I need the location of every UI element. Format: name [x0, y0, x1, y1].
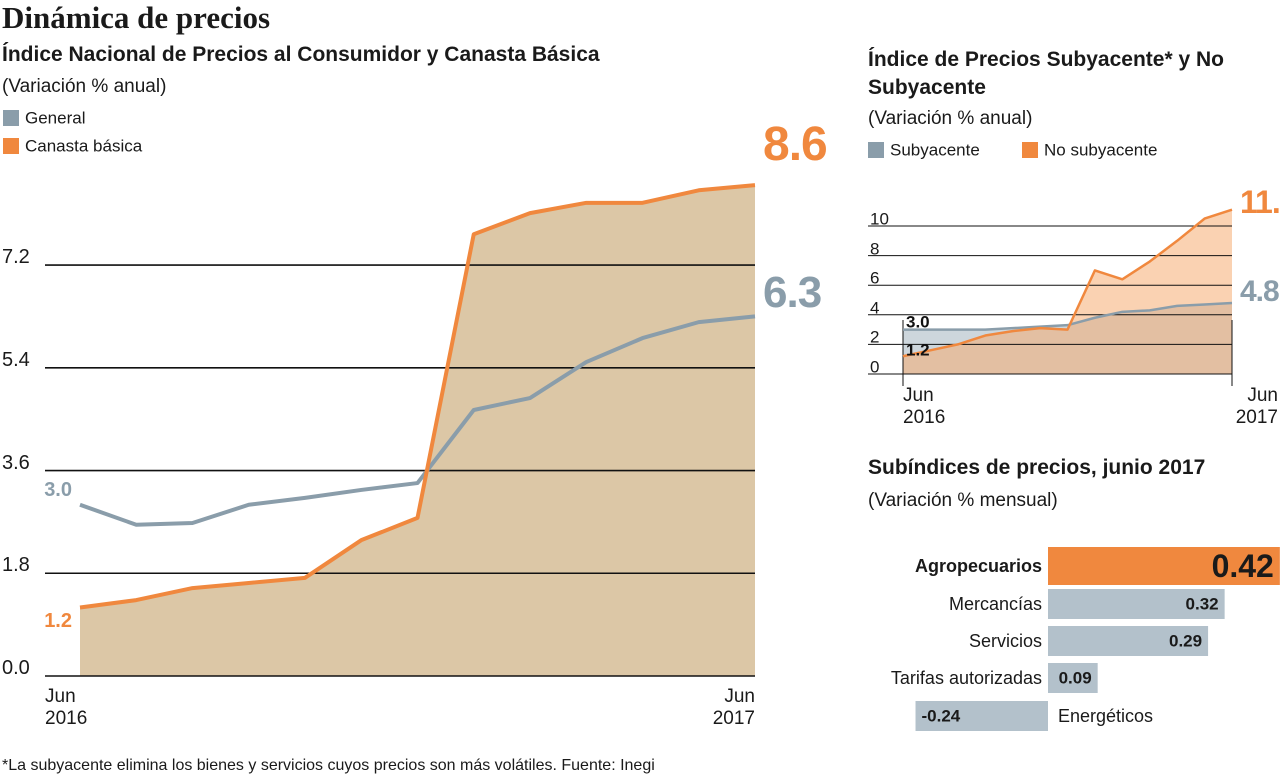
data-label: -0.24 [921, 706, 961, 726]
data-label: 6.3 [763, 268, 822, 318]
series-line [79, 314, 756, 527]
chart-subtitle: (Variación % anual) [868, 108, 1033, 129]
bar [1048, 663, 1098, 693]
category-label: Mercancías [948, 594, 1042, 614]
category-label: Energéticos [1058, 706, 1154, 726]
category-label: Agropecuarios [914, 556, 1042, 576]
chart-subtitle: (Variación % anual) [2, 76, 167, 97]
legend-swatch [1022, 142, 1038, 158]
x-tick-label: Jun 2017 [1235, 385, 1278, 428]
chart-title: Subíndices de precios, junio 2017 [868, 456, 1206, 479]
legend-swatch [868, 142, 884, 158]
x-tick-label: Jun 2017 [712, 686, 755, 729]
chart-title: Índice Nacional de Precios al Consumidor… [2, 43, 600, 66]
x-tick-label: Jun 2016 [45, 686, 88, 729]
bar [1048, 589, 1225, 619]
y-tick-label: 0.0 [2, 657, 30, 679]
y-tick-label: 1.8 [2, 554, 30, 577]
y-tick-label: 0 [870, 357, 880, 377]
y-tick-label: 4 [870, 298, 880, 318]
chart-title: Índice de Precios Subyacente* y No Subya… [868, 48, 1224, 99]
data-label: 4.8 [1240, 274, 1280, 308]
chart-subtitle: (Variación % mensual) [868, 490, 1058, 511]
bar [1048, 626, 1209, 656]
area [903, 209, 1232, 374]
y-tick-label: 10 [870, 209, 889, 229]
bar [1048, 547, 1280, 585]
legend-swatch [3, 110, 19, 126]
series-line [902, 208, 1233, 358]
legend-label: No subyacente [1044, 140, 1158, 160]
area [80, 185, 755, 676]
y-tick-label: 7.2 [2, 246, 30, 269]
legend-label: Subyacente [890, 140, 980, 160]
y-tick-label: 3.6 [2, 451, 30, 474]
data-label: 1.2 [906, 340, 930, 360]
legend-label: Canasta básica [25, 136, 143, 156]
series-line [903, 301, 1233, 331]
data-label: 0.09 [1058, 668, 1092, 688]
data-label: 1.2 [44, 609, 72, 632]
bar [915, 701, 1048, 731]
page-title: Dinámica de precios [2, 0, 271, 35]
data-label: 8.6 [763, 118, 828, 172]
data-label: 3.0 [44, 478, 72, 501]
data-label: 11.1 [1240, 183, 1280, 220]
y-tick-label: 6 [870, 268, 880, 288]
legend-label: General [25, 108, 86, 128]
y-tick-label: 8 [870, 239, 880, 259]
x-tick-label: Jun 2016 [903, 385, 946, 428]
y-tick-label: 5.4 [2, 348, 30, 371]
series-line [79, 183, 756, 610]
legend-swatch [3, 138, 19, 154]
data-label: 0.42 [1211, 548, 1274, 584]
category-label: Tarifas autorizadas [890, 668, 1042, 688]
data-label: 3.0 [906, 312, 930, 332]
data-label: 0.29 [1169, 631, 1203, 651]
data-label: 0.32 [1185, 594, 1219, 614]
footnote: *La subyacente elimina los bienes y serv… [2, 757, 655, 774]
y-tick-label: 2 [870, 327, 880, 347]
category-label: Servicios [968, 631, 1042, 651]
